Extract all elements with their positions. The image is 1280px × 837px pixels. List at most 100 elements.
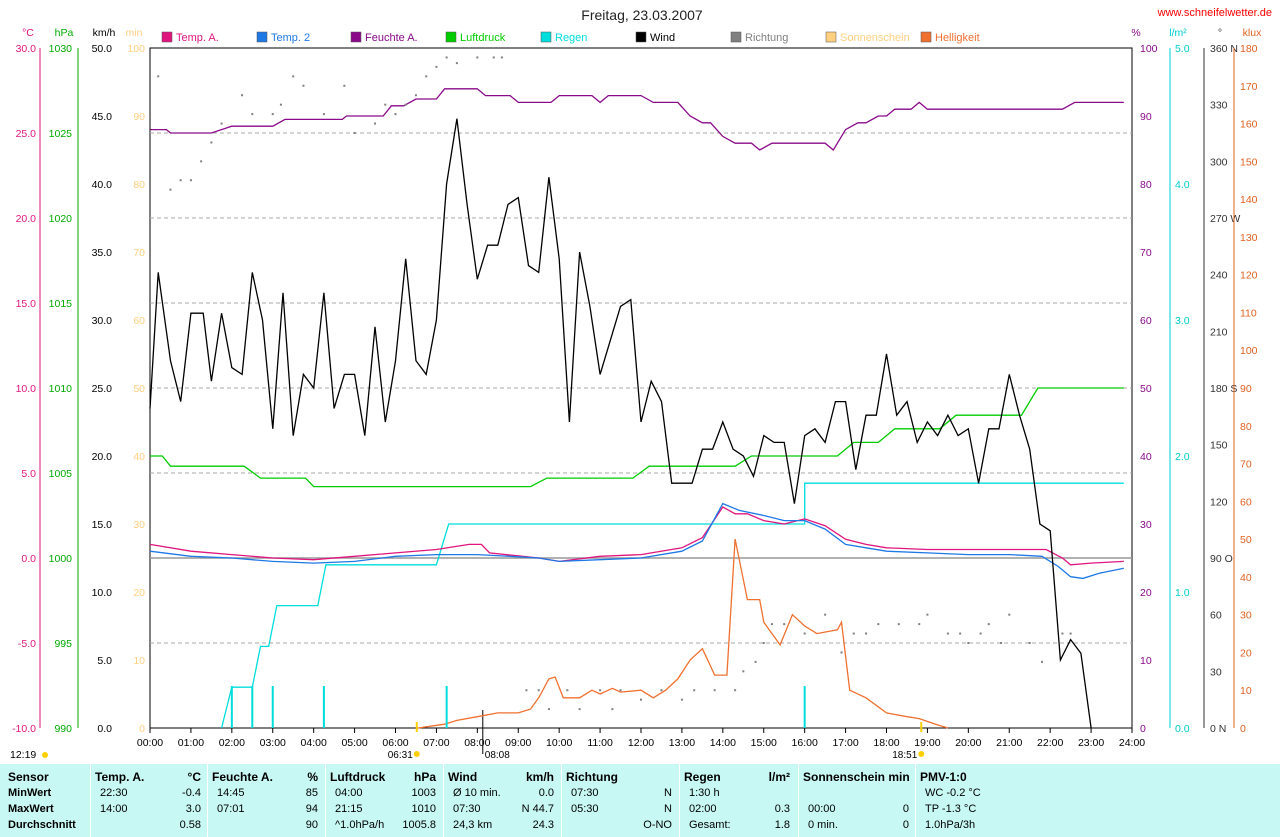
wind-axis-tick-label: 30.0: [92, 315, 113, 327]
direction-point: [967, 642, 970, 644]
x-tick-label: 10:00: [546, 737, 572, 749]
temp-axis-tick-label: 0.0: [21, 553, 36, 565]
pressure-axis-unit: hPa: [55, 27, 74, 39]
stats-cell: 24,3 km: [453, 819, 493, 831]
direction-point: [611, 708, 614, 711]
clock-sun-icon: [42, 752, 48, 758]
temp-axis-tick-label: -10.0: [12, 723, 36, 735]
direction-axis-tick-label: 300: [1210, 156, 1228, 168]
stats-header: Sonnenschein min: [803, 770, 910, 784]
temp-axis-tick-label: 10.0: [16, 383, 37, 395]
stats-cell: Gesamt:: [689, 819, 731, 831]
minutes-axis-tick-label: 0: [139, 723, 145, 735]
wind-axis-tick-label: 15.0: [92, 519, 113, 531]
minutes-axis-unit: min: [126, 27, 143, 39]
stats-separator: [325, 764, 326, 837]
stats-separator: [679, 764, 680, 837]
rain-axis-tick-label: 3.0: [1175, 315, 1190, 327]
stats-header: PMV-1:0: [920, 770, 967, 784]
legend-label: Sonnenschein: [840, 32, 910, 44]
sunset-icon: [918, 751, 925, 757]
stats-unit: %: [307, 770, 318, 784]
stats-value: 94: [305, 803, 318, 815]
direction-point: [877, 623, 880, 626]
stats-separator: [915, 764, 916, 837]
direction-point: [897, 623, 900, 626]
stats-cell: 21:15: [335, 803, 363, 815]
x-tick-label: 13:00: [669, 737, 695, 749]
x-tick-label: 03:00: [260, 737, 286, 749]
pressure-axis-tick-label: 1020: [49, 213, 73, 225]
direction-axis-tick-label: 0 N: [1210, 723, 1226, 735]
direction-point: [640, 698, 642, 701]
legend-label: Temp. A.: [176, 32, 219, 44]
direction-point: [1008, 613, 1011, 616]
direction-axis-tick-label: 270 W: [1210, 213, 1240, 225]
x-tick-label: 20:00: [955, 737, 981, 749]
x-tick-label: 16:00: [792, 737, 818, 749]
humidity-axis-tick-label: 80: [1140, 179, 1152, 191]
direction-point: [852, 632, 855, 635]
stats-separator: [561, 764, 562, 837]
stats-cell: 14:45: [217, 787, 245, 799]
direction-axis-tick-label: 240: [1210, 270, 1228, 282]
minutes-axis-tick-label: 80: [133, 179, 145, 191]
temp-axis-tick-label: 20.0: [16, 213, 37, 225]
wind-axis-tick-label: 20.0: [92, 451, 113, 463]
x-tick-label: 00:00: [137, 737, 163, 749]
stats-cell: 1:30 h: [689, 787, 720, 799]
wind-axis-tick-label: 25.0: [92, 383, 113, 395]
stats-header: Luftdruck: [330, 770, 386, 784]
direction-point: [742, 670, 745, 673]
light-axis-tick-label: 80: [1240, 421, 1252, 433]
humidity-axis-tick-label: 100: [1140, 43, 1158, 55]
stats-value: 3.0: [185, 803, 201, 815]
x-tick-label: 02:00: [219, 737, 245, 749]
rain-axis-tick-label: 2.0: [1175, 451, 1190, 463]
stats-row-label: Durchschnitt: [8, 819, 76, 831]
direction-axis-tick-label: 210: [1210, 326, 1228, 338]
direction-point: [599, 689, 602, 692]
wind-axis-tick-label: 45.0: [92, 111, 113, 123]
series-regen-line: [220, 482, 1124, 729]
direction-point: [157, 75, 160, 78]
pressure-axis-tick-label: 1000: [49, 553, 73, 565]
wind-axis-tick-label: 10.0: [92, 587, 113, 599]
light-axis-tick-label: 10: [1240, 685, 1252, 697]
light-axis-tick-label: 140: [1240, 194, 1258, 206]
light-axis-tick-label: 180: [1240, 43, 1258, 55]
stats-cell: 22:30: [100, 787, 128, 799]
pressure-axis-tick-label: 1015: [49, 298, 73, 310]
x-tick-label: 08:00: [464, 737, 490, 749]
legend-label: Temp. 2: [271, 32, 310, 44]
light-axis-unit: klux: [1243, 27, 1262, 39]
temp-axis-tick-label: 25.0: [16, 128, 37, 140]
stats-cell: 07:01: [217, 803, 245, 815]
light-axis-tick-label: 60: [1240, 496, 1252, 508]
website-link[interactable]: www.schneifelwetter.de: [1157, 7, 1272, 19]
humidity-axis-tick-label: 60: [1140, 315, 1152, 327]
direction-axis-tick-label: 180 S: [1210, 383, 1237, 395]
series-luftdruck-line: [150, 387, 1124, 488]
legend-label: Helligkeit: [935, 32, 980, 44]
direction-point: [404, 103, 407, 106]
x-tick-label: 07:00: [423, 737, 449, 749]
direction-point: [455, 62, 458, 65]
humidity-axis-tick-label: 10: [1140, 655, 1152, 667]
x-tick-label: 01:00: [178, 737, 204, 749]
light-axis-tick-label: 110: [1240, 307, 1257, 319]
x-tick-label: 14:00: [710, 737, 736, 749]
temp-axis-tick-label: -5.0: [18, 638, 36, 650]
stats-unit: °C: [187, 770, 201, 784]
direction-point: [425, 75, 428, 78]
x-tick-label: 04:00: [301, 737, 327, 749]
pressure-axis-tick-label: 1030: [49, 43, 73, 55]
direction-point: [384, 103, 387, 106]
humidity-axis-tick-label: 40: [1140, 451, 1152, 463]
chart-title: Freitag, 23.03.2007: [581, 7, 703, 23]
legend-swatch: [825, 31, 837, 43]
stats-cell: 0 min.: [808, 819, 838, 831]
humidity-axis-unit: %: [1131, 27, 1140, 39]
direction-point: [1040, 660, 1043, 663]
x-tick-label: 06:00: [382, 737, 408, 749]
